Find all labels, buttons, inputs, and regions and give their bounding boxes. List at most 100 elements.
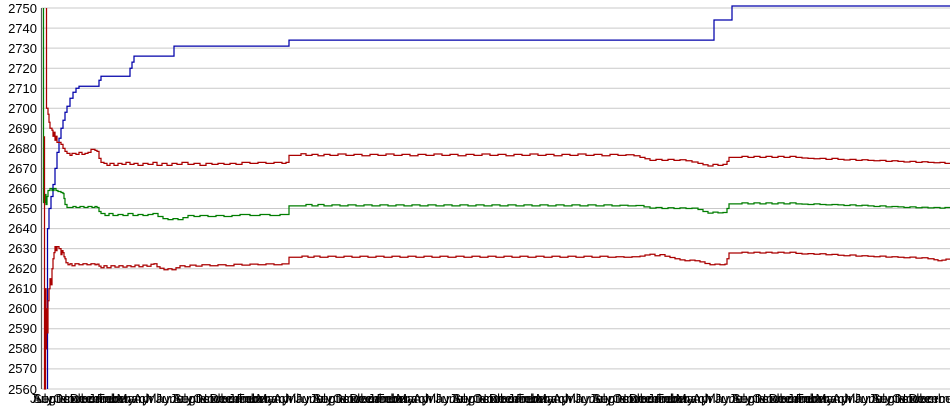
x-axis-tick-label: October xyxy=(612,391,659,406)
x-axis-tick-label: January xyxy=(787,391,834,406)
x-axis-tick-label: February xyxy=(376,391,429,406)
x-axis-tick-label: November xyxy=(756,391,817,406)
x-axis-tick-label: November xyxy=(896,391,950,406)
y-axis-tick-label: 2670 xyxy=(8,160,37,176)
y-axis-tick-label: 2730 xyxy=(8,40,37,56)
x-axis-tick-label: September xyxy=(871,391,936,406)
x-axis-tick-label: July xyxy=(309,391,333,406)
x-axis-tick-label: September xyxy=(731,391,796,406)
x-axis-tick-label: October xyxy=(472,391,519,406)
x-axis-tick-label: May xyxy=(704,391,730,406)
x-axis-tick-label: January xyxy=(647,391,694,406)
y-axis-tick-label: 2640 xyxy=(8,221,37,237)
series-line-red_upper xyxy=(45,8,950,167)
y-axis-tick-label: 2650 xyxy=(8,201,37,216)
x-axis-tick-label: April xyxy=(273,391,300,406)
x-axis-tick-label: May xyxy=(425,391,450,406)
y-axis-tick-label: 2590 xyxy=(8,321,37,337)
x-axis-tick-label: February xyxy=(516,391,569,406)
x-axis-tick-label: January xyxy=(88,391,135,406)
x-axis-tick-label: August xyxy=(172,391,214,406)
x-axis-tick-label: February xyxy=(795,391,848,406)
y-axis-tick-label: 2570 xyxy=(8,361,37,377)
x-axis-tick-label: March xyxy=(535,391,573,406)
x-axis-tick-label: July xyxy=(29,391,54,406)
x-axis-tick-label: September xyxy=(33,391,97,406)
x-axis-tick-label: November xyxy=(337,391,398,406)
x-axis-tick-label: June xyxy=(574,391,603,406)
x-axis-tick-label: December xyxy=(349,391,410,406)
x-axis-tick-label: October xyxy=(53,391,100,406)
x-axis-tick-label: December xyxy=(69,391,130,406)
x-axis-tick-label: December xyxy=(489,391,549,406)
x-axis-tick-label: May xyxy=(844,391,870,406)
x-axis-tick-label: January xyxy=(228,391,275,406)
x-axis-tick-label: March xyxy=(256,391,293,406)
x-axis-tick-label: December xyxy=(628,391,689,406)
x-axis-tick-label: July xyxy=(449,391,473,406)
series-line-green xyxy=(42,8,950,221)
x-axis-tick-label: April xyxy=(412,391,439,406)
y-axis-tick-label: 2700 xyxy=(8,100,37,116)
x-axis-tick-label: January xyxy=(367,391,415,406)
x-axis-tick-label: December xyxy=(908,391,950,406)
x-axis-tick-label: August xyxy=(312,391,353,406)
x-axis-tick-label: July xyxy=(868,391,892,406)
x-axis-tick-label: April xyxy=(832,391,859,406)
x-axis-tick-label: July xyxy=(589,391,613,406)
x-axis-tick-label: August xyxy=(731,391,773,406)
x-axis-tick-label: October xyxy=(332,391,380,406)
y-axis-tick-label: 2580 xyxy=(8,341,37,357)
x-axis-tick-label: July xyxy=(728,391,752,406)
series-line-blue xyxy=(46,5,950,389)
x-axis-tick-label: May xyxy=(565,391,590,406)
x-axis-tick-label: September xyxy=(312,391,377,406)
x-axis-tick-label: August xyxy=(452,391,493,406)
x-axis-tick-label: January xyxy=(507,391,554,406)
x-axis-tick-label: September xyxy=(172,391,237,406)
x-axis-tick-label: April xyxy=(133,391,160,406)
x-axis-tick-label: June xyxy=(155,391,184,406)
x-axis-tick-label: December xyxy=(768,391,829,406)
x-axis-tick-label: April xyxy=(552,391,579,406)
y-axis-tick-label: 2750 xyxy=(8,0,37,16)
x-axis-tick-label: September xyxy=(592,391,656,406)
x-axis-tick-label: May xyxy=(285,391,310,406)
x-axis-tick-label: October xyxy=(891,391,939,406)
x-axis-tick-label: September xyxy=(452,391,516,406)
y-axis-tick-label: 2710 xyxy=(8,80,37,96)
y-axis-tick-label: 2720 xyxy=(8,60,37,76)
y-axis-tick-label: 2610 xyxy=(8,281,37,297)
y-axis-tick-label: 2740 xyxy=(8,20,37,36)
x-axis-tick-label: August xyxy=(32,391,74,406)
x-axis-tick-label: December xyxy=(209,391,270,406)
x-axis-tick-label: August xyxy=(871,391,913,406)
x-axis-tick-label: April xyxy=(692,391,719,406)
y-axis-tick-label: 2630 xyxy=(8,241,37,257)
y-axis-tick-label: 2560 xyxy=(8,381,37,397)
x-axis-tick-label: March xyxy=(396,391,433,406)
x-axis-tick-label: March xyxy=(815,391,852,406)
series-line-red_lower xyxy=(43,136,950,390)
x-axis-tick-label: March xyxy=(675,391,712,406)
y-axis-tick-label: 2680 xyxy=(8,140,37,156)
x-axis-tick-label: November xyxy=(617,391,678,406)
y-axis-tick-label: 2690 xyxy=(8,120,37,136)
x-axis-tick-label: June xyxy=(295,391,324,406)
y-axis-tick-label: 2660 xyxy=(8,181,37,196)
x-axis-tick-label: March xyxy=(116,391,153,406)
x-axis-tick-label: February xyxy=(236,391,289,406)
x-axis-tick-label: June xyxy=(435,391,464,406)
x-axis-tick-label: November xyxy=(197,391,258,406)
x-axis-tick-label: May xyxy=(145,391,171,406)
y-axis-tick-label: 2600 xyxy=(8,301,37,317)
x-axis-tick-label: July xyxy=(169,391,193,406)
x-axis-tick-label: October xyxy=(752,391,799,406)
x-axis-tick-label: October xyxy=(193,391,240,406)
y-axis-tick-label: 2620 xyxy=(8,261,37,277)
x-axis-tick-label: June xyxy=(854,391,883,406)
x-axis-tick-label: February xyxy=(96,391,150,406)
x-axis-tick-label: June xyxy=(714,391,743,406)
